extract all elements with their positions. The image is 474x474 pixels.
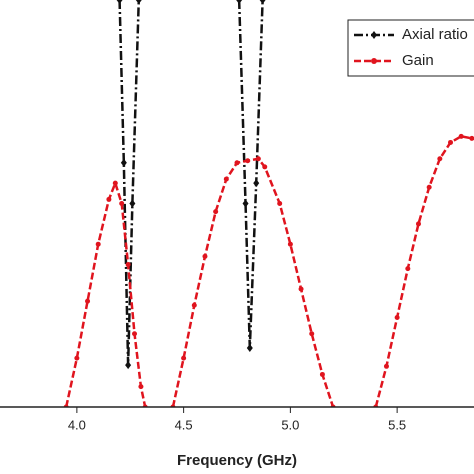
- marker: [181, 355, 187, 361]
- marker: [223, 176, 229, 182]
- marker: [242, 199, 249, 208]
- marker: [132, 331, 138, 337]
- marker: [236, 0, 243, 4]
- marker: [125, 361, 132, 370]
- marker: [119, 201, 125, 206]
- marker: [125, 262, 131, 268]
- marker: [319, 371, 325, 377]
- x-tick-label: 4.5: [175, 417, 193, 432]
- marker: [135, 0, 142, 4]
- marker: [309, 331, 315, 337]
- marker: [246, 343, 253, 352]
- marker: [287, 241, 293, 247]
- legend-marker: [371, 58, 377, 64]
- marker: [95, 241, 101, 247]
- marker: [120, 158, 127, 167]
- plot-area: [63, 0, 474, 407]
- marker: [106, 196, 112, 202]
- x-axis-label: Frequency (GHz): [177, 452, 297, 469]
- legend: [347, 19, 474, 77]
- marker: [253, 179, 260, 188]
- legend-marker: [371, 31, 377, 39]
- marker: [394, 314, 400, 320]
- marker: [234, 160, 240, 166]
- marker: [277, 201, 283, 206]
- series-line: [64, 135, 473, 407]
- marker: [138, 384, 144, 390]
- marker: [426, 184, 432, 190]
- marker: [437, 156, 443, 162]
- x-tick-label: 5.0: [281, 417, 299, 432]
- marker: [298, 286, 304, 292]
- legend-label: Axial ratio: [402, 26, 468, 43]
- marker: [262, 164, 268, 170]
- marker: [415, 221, 421, 227]
- marker: [85, 298, 91, 304]
- legend-label: Gain: [402, 52, 434, 69]
- marker: [202, 253, 208, 259]
- x-tick-label: 5.5: [388, 417, 406, 432]
- marker: [469, 135, 474, 141]
- marker: [112, 180, 118, 186]
- marker: [129, 199, 136, 208]
- marker: [458, 133, 464, 139]
- marker: [74, 355, 80, 361]
- marker: [255, 156, 261, 162]
- marker: [383, 363, 389, 369]
- marker: [213, 209, 219, 215]
- marker: [405, 266, 411, 272]
- series-line: [118, 0, 264, 366]
- marker: [191, 302, 197, 308]
- marker: [245, 158, 251, 164]
- marker: [448, 139, 454, 145]
- x-tick-label: 4.0: [68, 417, 86, 432]
- marker: [116, 0, 123, 4]
- marker: [259, 0, 266, 4]
